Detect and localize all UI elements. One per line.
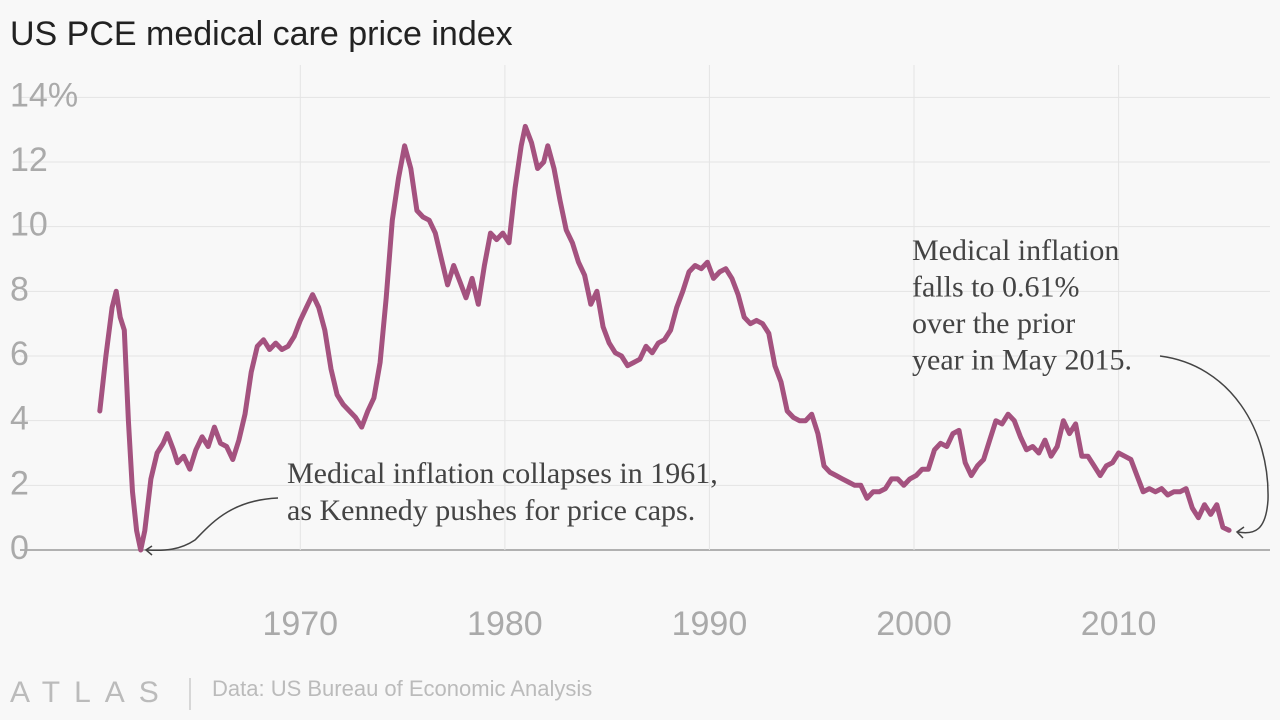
- x-tick-label: 1990: [672, 605, 748, 643]
- y-tick-label: 6: [10, 335, 29, 373]
- annotation-arrow: [146, 497, 279, 552]
- x-tick-label: 1980: [467, 605, 543, 643]
- annotation: as Kennedy pushes for price caps.: [287, 494, 695, 527]
- y-tick-label: 0: [10, 529, 29, 567]
- annotation: year in May 2015.: [912, 343, 1132, 376]
- line: [97, 123, 1232, 553]
- annotations: Medical inflation collapses in 1961, as K…: [287, 234, 1132, 527]
- annotation-arrow: [1159, 355, 1269, 534]
- annotation: Medical inflation: [912, 234, 1119, 267]
- annotation: Medical inflation collapses in 1961,: [287, 457, 718, 490]
- annotation-arrowhead: [144, 545, 153, 556]
- plot: [97, 123, 1232, 553]
- chart-title: US PCE medical care price index: [10, 15, 513, 53]
- y-tick-label: 4: [10, 400, 29, 438]
- annotation-arrowhead: [1235, 526, 1245, 539]
- annotation: falls to 0.61%: [912, 270, 1079, 303]
- grid: 0 2 4 6 8 10 12 14% 1970 1980 1990 2000 2010: [10, 65, 1270, 643]
- annotation: over the prior: [912, 307, 1075, 340]
- y-tick-label: 8: [10, 270, 29, 308]
- logo: ATLAS: [10, 676, 173, 709]
- x-tick-label: 2000: [876, 605, 952, 643]
- y-tick-label: 10: [10, 206, 48, 244]
- y-tick-label: 12: [10, 141, 48, 179]
- y-tick-label: 14%: [10, 76, 78, 114]
- x-tick-label: 2010: [1081, 605, 1157, 643]
- source: Data: US Bureau of Economic Analysis: [212, 676, 592, 701]
- x-tick-label: 1970: [262, 605, 338, 643]
- y-tick-label: 2: [10, 464, 29, 502]
